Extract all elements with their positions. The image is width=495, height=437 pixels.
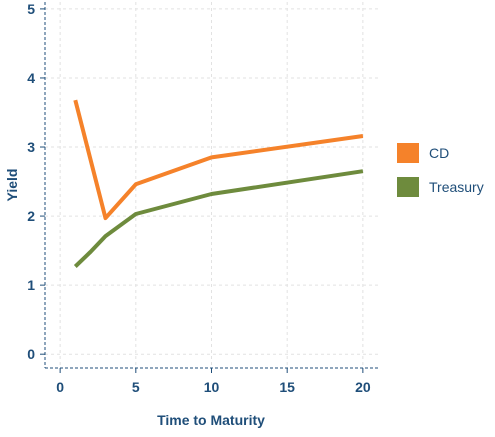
series-line-cd — [73, 99, 364, 221]
x-tick-label: 15 — [279, 379, 295, 395]
x-tick-label: 0 — [56, 379, 64, 395]
legend-label-cd: CD — [429, 145, 449, 161]
y-tick-label: 3 — [27, 139, 35, 155]
x-tick-label: 10 — [204, 379, 220, 395]
grid — [45, 2, 378, 368]
ticks: 0 5 10 15 20 0 1 2 3 4 5 — [27, 1, 371, 395]
series — [73, 99, 364, 268]
y-tick-label: 2 — [27, 208, 35, 224]
y-axis-title: Yield — [4, 169, 20, 202]
y-tick-label: 0 — [27, 346, 35, 362]
legend-label-treasury: Treasury — [429, 179, 484, 195]
x-tick-label: 20 — [355, 379, 371, 395]
y-tick-label: 4 — [27, 70, 35, 86]
series-line-treasury — [73, 169, 364, 268]
x-axis-title: Time to Maturity — [157, 412, 265, 428]
y-tick-label: 5 — [27, 1, 35, 17]
legend: CD Treasury — [397, 143, 484, 197]
legend-swatch-cd — [397, 143, 419, 163]
x-tick-label: 5 — [132, 379, 140, 395]
legend-swatch-treasury — [397, 177, 419, 197]
y-tick-label: 1 — [27, 277, 35, 293]
